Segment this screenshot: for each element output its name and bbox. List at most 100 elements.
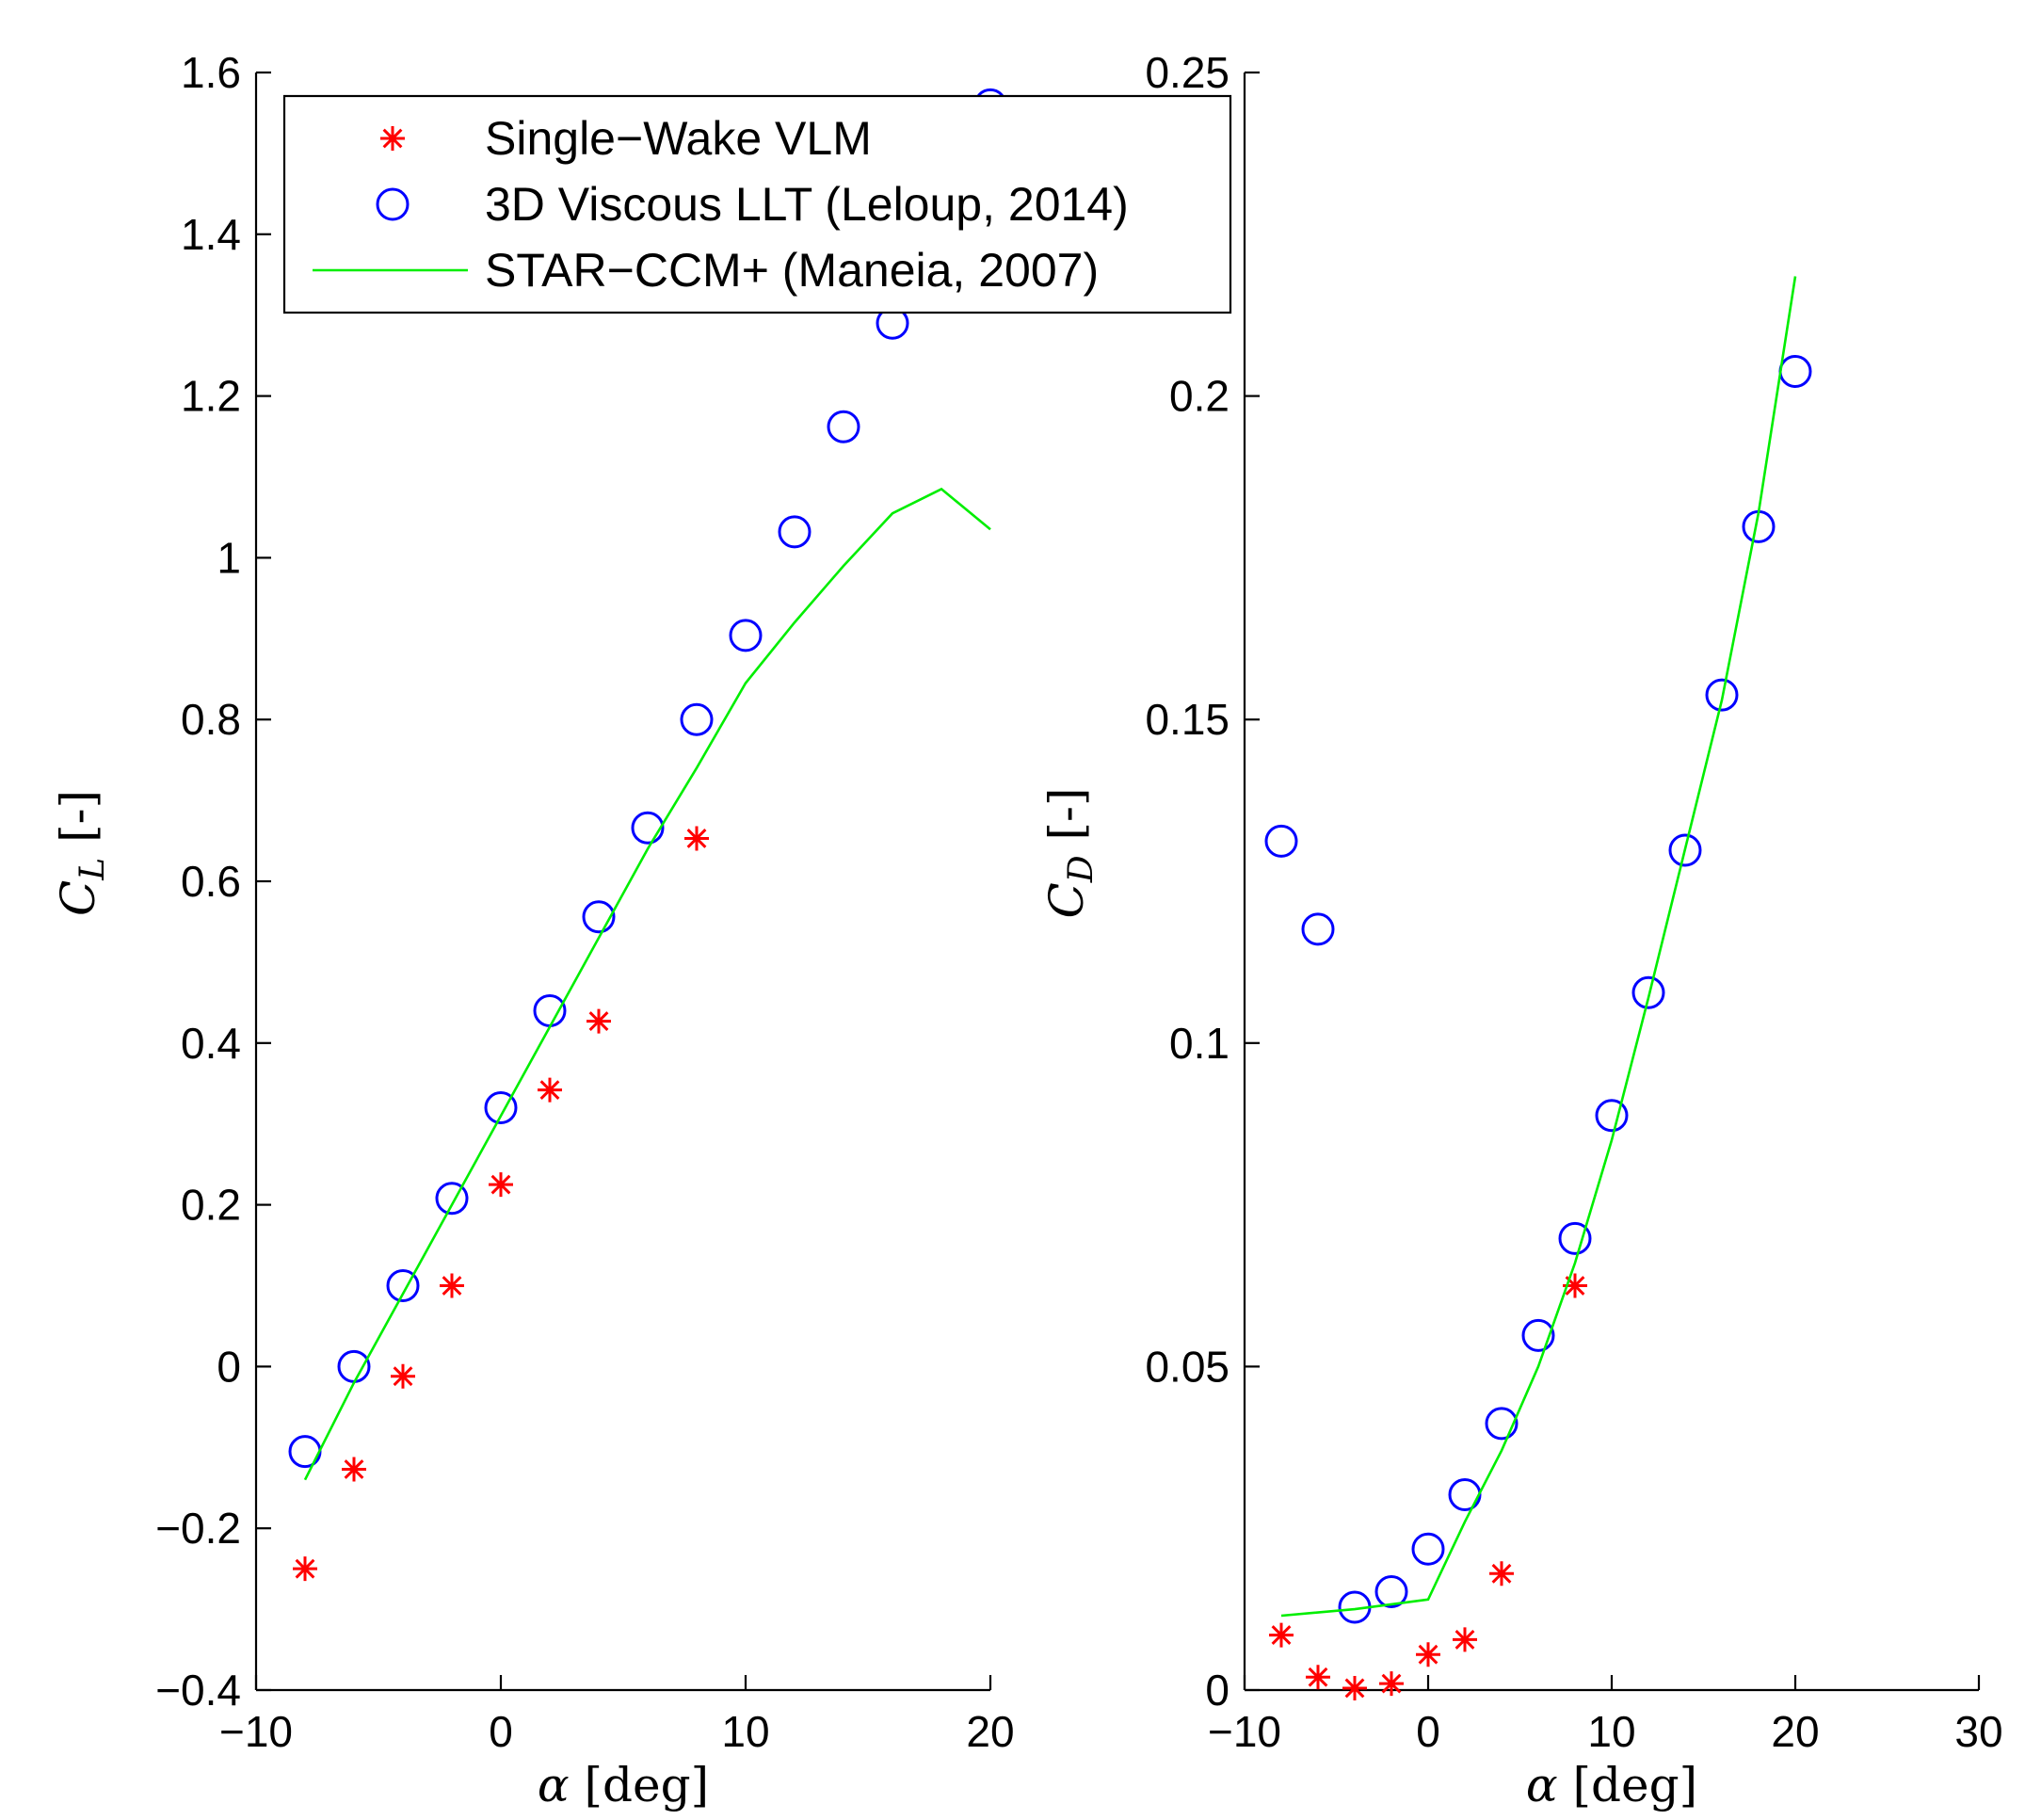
cl-llt-point <box>533 993 567 1027</box>
cl-llt-point <box>288 1435 322 1469</box>
cd-llt-point <box>1668 833 1702 867</box>
cd-x-axis-label: α [deg] <box>1526 1758 1697 1812</box>
cd-vlm-point-shape <box>1563 1273 1587 1298</box>
cd-vlm-point-shape <box>1269 1622 1294 1648</box>
cd-y-tick-label: 0.05 <box>1145 1342 1229 1391</box>
cl-vlm-point-shape <box>538 1077 562 1103</box>
legend: Single−Wake VLM 3D Viscous LLT (Leloup, 2… <box>282 94 1232 314</box>
cd-vlm-point-shape <box>1489 1561 1514 1586</box>
cd-y-tick-label: 0.2 <box>1169 372 1229 421</box>
cd-y-tick-label: 0 <box>1205 1666 1229 1715</box>
cd-llt-point <box>1705 678 1739 712</box>
legend-label: STAR−CCM+ (Maneia, 2007) <box>485 244 1099 297</box>
cd-x-tick-label: 20 <box>1771 1707 1819 1756</box>
cl-vlm-point-shape <box>440 1273 464 1298</box>
cl-vlm-point-shape <box>489 1172 513 1198</box>
cl-y-tick-label: 1.2 <box>181 372 241 421</box>
cd-llt-point <box>1558 1221 1592 1255</box>
cl-y-tick-label: −0.2 <box>155 1504 241 1553</box>
cd-vlm-point-shape <box>1416 1642 1440 1667</box>
cd-llt-point <box>1374 1575 1408 1609</box>
cl-y-tick-label: 0.2 <box>181 1181 241 1230</box>
cl-x-tick-label: 20 <box>966 1707 1014 1756</box>
cd-vlm-point <box>1342 1675 1367 1700</box>
cd-llt-point <box>1521 1318 1555 1352</box>
cd-vlm-point-shape <box>1306 1665 1330 1690</box>
cl-x-tick-label: 10 <box>721 1707 769 1756</box>
cl-vlm-point-shape <box>391 1363 415 1389</box>
cl-panel: −10 0 10 20 −0.4 −0.2 0 0.2 0.4 0.6 0.8 1 1.2 1.4 1.6 α… <box>51 48 1015 1812</box>
cl-vlm-point <box>342 1457 366 1482</box>
cd-llt-point <box>1485 1407 1519 1441</box>
cl-vlm-point-shape <box>587 1008 611 1034</box>
cl-x-axis-label: α [deg] <box>538 1758 709 1812</box>
legend-box <box>282 94 1232 314</box>
cl-vlm-point <box>293 1556 317 1582</box>
cd-x-tick-label: 30 <box>1954 1707 2002 1756</box>
cl-y-tick-label: 0.6 <box>181 857 241 906</box>
cl-llt-point <box>435 1182 469 1216</box>
cd-llt-point <box>1631 975 1665 1009</box>
cl-vlm-point-shape <box>342 1457 366 1482</box>
cd-vlm-point <box>1379 1671 1404 1697</box>
cl-vlm-point <box>440 1273 464 1298</box>
cd-vlm-point <box>1306 1665 1330 1690</box>
cd-llt-point <box>1778 354 1812 388</box>
cl-llt-point <box>827 410 860 443</box>
cl-llt-point <box>778 515 812 549</box>
cd-y-tick-label: 0.15 <box>1145 695 1229 744</box>
cd-vlm-point <box>1416 1642 1440 1667</box>
cl-vlm-point <box>538 1077 562 1103</box>
cl-vlm-point-shape <box>684 826 709 851</box>
cd-x-tick-label: 0 <box>1416 1707 1440 1756</box>
legend-vlm-marker-shape <box>380 126 405 151</box>
cd-vlm-point <box>1453 1627 1477 1652</box>
legend-label: 3D Viscous LLT (Leloup, 2014) <box>485 178 1129 231</box>
cd-vlm-point-shape <box>1379 1671 1404 1697</box>
cl-llt-point <box>386 1269 420 1302</box>
legend-llt-marker <box>376 187 410 221</box>
cd-vlm-point <box>1563 1273 1587 1298</box>
cl-vlm-point <box>684 826 709 851</box>
cl-llt-point <box>631 811 665 845</box>
cl-y-tick-label: 1.6 <box>181 48 241 97</box>
cd-y-tick-label: 0.1 <box>1169 1019 1229 1068</box>
cl-y-tick-label: 1.4 <box>181 210 241 259</box>
cl-y-tick-label: 0 <box>217 1342 241 1391</box>
cd-x-tick-label: 10 <box>1587 1707 1635 1756</box>
cd-vlm-point <box>1269 1622 1294 1648</box>
cd-vlm-point <box>1489 1561 1514 1586</box>
cd-star-ccm-line <box>1280 276 1797 1618</box>
cl-vlm-point <box>587 1008 611 1034</box>
cl-y-tick-label: 0.8 <box>181 695 241 744</box>
cd-x-tick-label: −10 <box>1208 1707 1281 1756</box>
cl-vlm-point-shape <box>293 1556 317 1582</box>
cd-vlm-point-shape <box>1453 1627 1477 1652</box>
cl-llt-point <box>680 702 714 736</box>
cl-star-ccm-line <box>303 487 991 1481</box>
cl-vlm-point <box>489 1172 513 1198</box>
cl-llt-point <box>484 1091 518 1125</box>
cd-y-tick-label: 0.25 <box>1145 48 1229 97</box>
cl-x-tick-label: 0 <box>489 1707 513 1756</box>
legend-label: Single−Wake VLM <box>485 112 872 165</box>
cl-y-axis-label: CL [-] <box>51 790 112 916</box>
cl-y-tick-label: 1 <box>217 533 241 582</box>
cd-llt-point <box>1448 1477 1482 1511</box>
cl-x-tick-label: −10 <box>219 1707 293 1756</box>
cd-llt-point <box>1301 912 1335 946</box>
cl-vlm-point <box>391 1363 415 1389</box>
cl-llt-point <box>582 900 616 934</box>
cd-vlm-point-shape <box>1342 1675 1367 1700</box>
cd-llt-point <box>1411 1532 1445 1566</box>
cl-llt-point <box>337 1349 371 1383</box>
cl-y-tick-label: −0.4 <box>155 1666 241 1715</box>
cl-y-tick-label: 0.4 <box>181 1019 241 1068</box>
legend-vlm-marker <box>380 126 405 151</box>
cd-llt-point <box>1264 824 1298 858</box>
cl-llt-point <box>729 619 763 652</box>
cd-y-axis-label: CD [-] <box>1039 788 1101 919</box>
cd-llt-point <box>1595 1099 1629 1133</box>
